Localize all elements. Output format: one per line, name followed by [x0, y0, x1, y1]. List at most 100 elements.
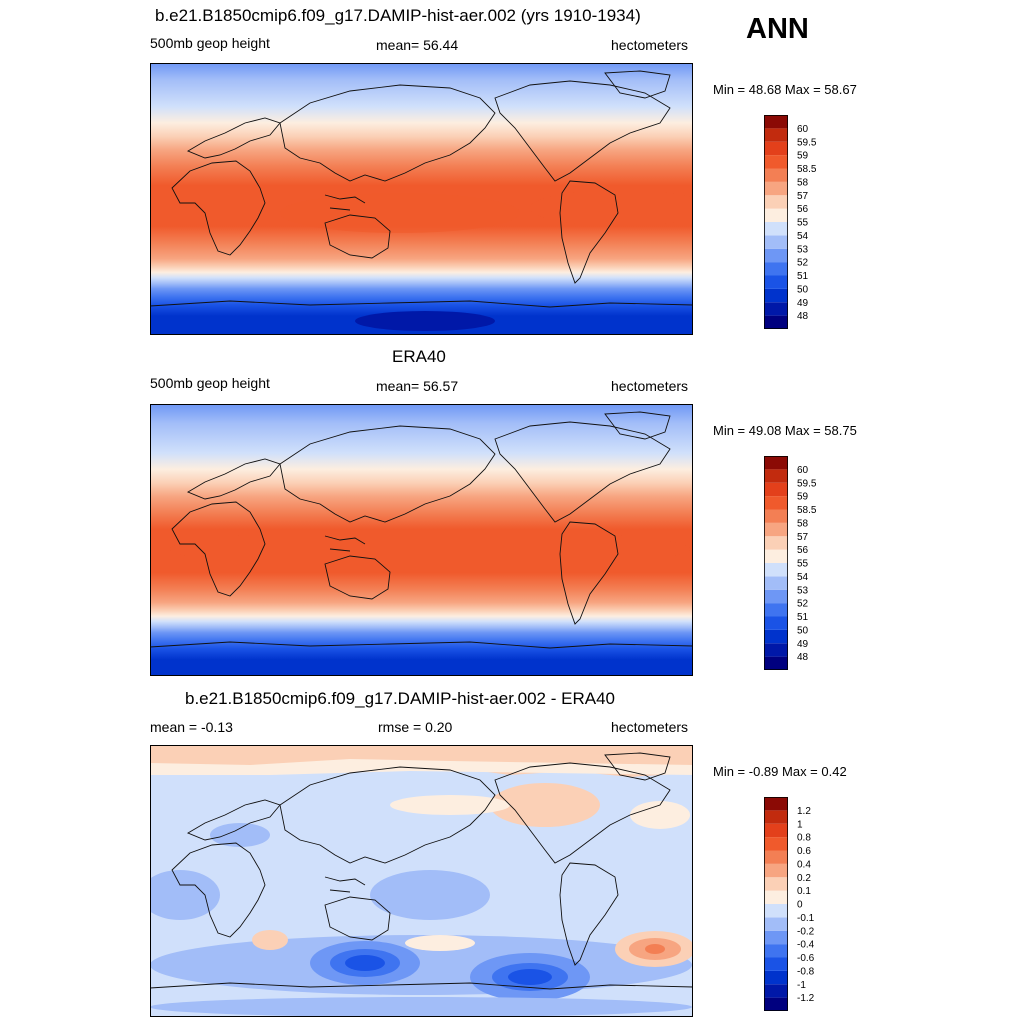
colorbar-box [764, 643, 788, 657]
colorbar-box [764, 496, 788, 510]
colorbar-tick-label: 49 [797, 639, 809, 650]
colorbar-box [764, 944, 788, 958]
colorbar-tick-label: 55 [797, 218, 809, 229]
colorbar-tick-label: 58.5 [797, 164, 817, 175]
colorbar-tick-label: 57 [797, 191, 809, 202]
colorbar-tick-label: 59.5 [797, 137, 817, 148]
panel3-map [150, 745, 693, 1017]
colorbar-tick-label: 48 [797, 311, 809, 322]
panel3-coast-samerica [559, 862, 619, 966]
panel2-coast-asia [279, 425, 496, 523]
colorbar-box [764, 262, 788, 276]
colorbar-box [764, 797, 788, 811]
colorbar-box [764, 850, 788, 864]
colorbar-tick-label: 57 [797, 532, 809, 543]
colorbar-tick-label: 53 [797, 585, 809, 596]
colorbar-box [764, 222, 788, 236]
panel1-low-antarctic [355, 311, 495, 331]
colorbar-box [764, 917, 788, 931]
colorbar-tick-label: 55 [797, 559, 809, 570]
colorbar-box [764, 248, 788, 263]
panel3-tasman-high [405, 935, 475, 951]
colorbar-box [764, 168, 788, 182]
panel2-minmax: Min = 49.08 Max = 58.75 [713, 423, 857, 438]
colorbar-tick-label: 0.4 [797, 859, 811, 870]
colorbar-tick-label: 60 [797, 465, 809, 476]
colorbar-box [764, 275, 788, 289]
colorbar-tick-label: 51 [797, 271, 809, 282]
colorbar-box [764, 522, 788, 537]
colorbar-box [764, 482, 788, 497]
colorbar-tick-label: 0.1 [797, 886, 811, 897]
panel3-center-label: rmse = 0.20 [378, 719, 453, 735]
colorbar-box [764, 302, 788, 316]
panel3-right-label: hectometers [611, 719, 689, 735]
colorbar-box [764, 997, 788, 1011]
colorbar-box [764, 616, 788, 630]
panel2-title: ERA40 [392, 347, 446, 366]
panel3-colorbar: -1.2 -1 -0.8 -0.6 -0.4 -0.2 -0.1 0 0.1 0.2 0.4 0.6 0… [764, 797, 824, 1011]
panel1-coast-europe [186, 117, 281, 159]
panel2-coast-africa [171, 501, 266, 597]
colorbar-box [764, 181, 788, 196]
colorbar-box [764, 208, 788, 222]
panel3-coast-australia [324, 896, 391, 941]
colorbar-box [764, 315, 788, 329]
colorbar-tick-label: -1.2 [797, 993, 815, 1004]
colorbar-tick-label: 0 [797, 900, 803, 911]
colorbar-box [764, 456, 788, 470]
colorbar-frame [764, 456, 788, 670]
panel3-coast-africa [171, 842, 266, 938]
panel3-blue-central [370, 870, 490, 920]
panel3-eurasia-positive [390, 795, 510, 815]
colorbar-box [764, 155, 788, 169]
panel1-center-label: mean= 56.44 [376, 37, 459, 53]
colorbar-tick-label: -0.2 [797, 926, 815, 937]
panel1-left-label: 500mb geop height [150, 35, 270, 51]
colorbar-tick-label: -0.1 [797, 913, 815, 924]
panel2-coast-australia [324, 555, 391, 600]
colorbar-box [764, 863, 788, 878]
colorbar-tick-label: 52 [797, 599, 809, 610]
colorbar-box [764, 810, 788, 824]
colorbar-tick-label: 56 [797, 545, 809, 556]
panel3-coast-indonesia [324, 876, 366, 893]
colorbar-tick-label: 52 [797, 258, 809, 269]
panel2-center-label: mean= 56.57 [376, 378, 459, 394]
colorbar-tick-label: 53 [797, 244, 809, 255]
colorbar-box [764, 930, 788, 945]
panel3-blue-west-2 [150, 870, 220, 920]
colorbar-tick-label: 59.5 [797, 478, 817, 489]
colorbar-tick-label: -0.8 [797, 966, 815, 977]
panel1-coast-samerica [559, 180, 619, 284]
panel3-minmax: Min = -0.89 Max = 0.42 [713, 764, 847, 779]
colorbar-tick-label: -1 [797, 980, 806, 991]
panel2-left-label: 500mb geop height [150, 375, 270, 391]
colorbar-box [764, 629, 788, 644]
panel2-coast-europe [186, 458, 281, 500]
panel2-coast-antarctica [150, 641, 693, 649]
colorbar-tick-label: 50 [797, 284, 809, 295]
colorbar-frame [764, 115, 788, 329]
panel2-coast-greenland [604, 411, 671, 440]
colorbar-tick-label: 49 [797, 298, 809, 309]
colorbar-tick-label: 50 [797, 625, 809, 636]
colorbar-tick-label: 48 [797, 652, 809, 663]
panel3-arctic-neutral [150, 759, 693, 775]
panel1-coast-indonesia [324, 194, 366, 211]
panel3-atlantic-positive [630, 801, 690, 829]
panel1-coast-namerica [494, 80, 671, 182]
colorbar-box [764, 469, 788, 483]
panel1-coast-africa [171, 160, 266, 256]
panel3-coast-greenland [604, 752, 671, 781]
colorbar-box [764, 656, 788, 670]
panel3-blue-west-1 [210, 823, 270, 847]
panel2-colorbar: 48 49 50 51 52 53 54 55 56 57 58 58.5 59 59.5 60 [764, 456, 824, 670]
panel3-coast-asia [279, 766, 496, 864]
colorbar-tick-label: 56 [797, 204, 809, 215]
colorbar-box [764, 128, 788, 142]
colorbar-box [764, 877, 788, 891]
panel1-colorbar: 48 49 50 51 52 53 54 55 56 57 58 58.5 59 59.5 60 [764, 115, 824, 329]
colorbar-box [764, 603, 788, 617]
panel3-left-label: mean = -0.13 [150, 719, 233, 735]
